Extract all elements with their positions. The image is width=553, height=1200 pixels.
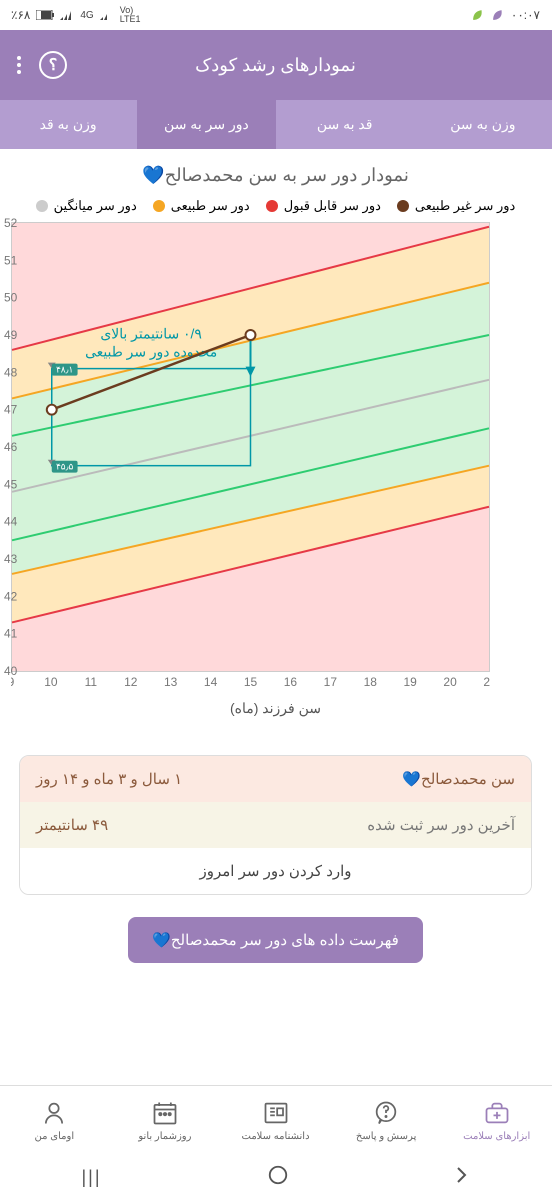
legend-avg: دور سر میانگین (37, 198, 138, 214)
battery-text: ٪۶۸ (12, 8, 31, 22)
leaf-icon (472, 8, 486, 22)
svg-text:21: 21 (484, 675, 491, 689)
status-bar: ٪۶۸ 4G Vo)LTE1 ۰۰:۰۷ (0, 0, 553, 30)
net-4g: 4G (81, 10, 94, 21)
toolbox-icon (484, 1099, 512, 1127)
tab-head-age[interactable]: دور سر به سن (138, 100, 276, 149)
data-list-button[interactable]: فهرست داده های دور سر محمدصالح💙 (129, 917, 424, 963)
tab-weight-age[interactable]: وزن به سن (415, 100, 553, 149)
signal-icon (61, 10, 75, 20)
growth-chart: 40414243444546474849505152۴۸٫۱۴۵٫۵۰/۹ سا… (12, 222, 491, 672)
svg-text:43: 43 (5, 552, 19, 566)
svg-text:20: 20 (444, 675, 458, 689)
recent-button[interactable]: ||| (82, 1167, 102, 1188)
svg-text:46: 46 (5, 440, 19, 454)
nav-profile[interactable]: اومای من (0, 1086, 111, 1155)
svg-text:40: 40 (5, 664, 19, 678)
svg-text:13: 13 (165, 675, 179, 689)
net-lte: LTE1 (121, 14, 142, 24)
tab-height-age[interactable]: قد به سن (277, 100, 415, 149)
leaf-icon (492, 8, 506, 22)
svg-text:52: 52 (5, 216, 19, 230)
svg-text:50: 50 (5, 291, 19, 305)
calendar-icon (152, 1099, 180, 1127)
nav-encyclopedia[interactable]: دانشنامه سلامت (221, 1086, 332, 1155)
page-title: نمودارهای رشد کودک (68, 55, 535, 76)
svg-text:۴۵٫۵: ۴۵٫۵ (57, 462, 74, 472)
legend-normal: دور سر طبیعی (154, 198, 251, 214)
battery-icon (37, 10, 55, 20)
nav-health-tools[interactable]: ابزارهای سلامت (442, 1086, 553, 1155)
svg-text:11: 11 (86, 675, 99, 689)
svg-text:48: 48 (5, 365, 19, 379)
legend-acceptable: دور سر قابل قبول (267, 198, 382, 214)
back-button[interactable] (454, 1164, 470, 1191)
info-card: سن محمدصالح💙 ۱ سال و ۳ ماه و ۱۴ روز آخری… (20, 755, 533, 895)
svg-text:41: 41 (5, 627, 19, 641)
chart-title: نمودار دور سر به سن محمدصالح💙 (0, 149, 553, 198)
help-icon[interactable]: ؟ (40, 51, 68, 79)
nav-qa[interactable]: پرسش و پاسخ (332, 1086, 443, 1155)
news-icon (263, 1099, 291, 1127)
svg-text:44: 44 (5, 515, 19, 529)
home-button[interactable] (268, 1164, 290, 1191)
row-last: آخرین دور سر ثبت شده ۴۹ سانتیمتر (21, 802, 532, 848)
tab-bar: وزن به سن قد به سن دور سر به سن وزن به ق… (0, 100, 553, 149)
svg-text:15: 15 (245, 675, 259, 689)
chat-icon (373, 1099, 401, 1127)
clock-text: ۰۰:۰۷ (512, 8, 541, 22)
tab-weight-height[interactable]: وزن به قد (0, 100, 138, 149)
svg-text:17: 17 (325, 675, 339, 689)
system-nav: ||| (0, 1155, 553, 1200)
row-age: سن محمدصالح💙 ۱ سال و ۳ ماه و ۱۴ روز (21, 756, 532, 802)
svg-text:49: 49 (5, 328, 19, 342)
svg-text:51: 51 (5, 253, 19, 267)
svg-text:10: 10 (45, 675, 59, 689)
app-header: ؟ نمودارهای رشد کودک (0, 30, 553, 100)
svg-text:18: 18 (365, 675, 379, 689)
row-enter-today[interactable]: وارد کردن دور سر امروز (21, 848, 532, 894)
menu-dots-icon[interactable] (18, 56, 22, 74)
signal2-icon (101, 10, 115, 20)
svg-text:۴۸٫۱: ۴۸٫۱ (57, 365, 74, 375)
svg-text:محدوده دور سر طبیعی: محدوده دور سر طبیعی (86, 344, 218, 361)
svg-text:42: 42 (5, 589, 19, 603)
bottom-nav: ابزارهای سلامت پرسش و پاسخ دانشنامه سلام… (0, 1085, 553, 1155)
svg-text:16: 16 (285, 675, 299, 689)
svg-text:۰/۹ سانتیمتر بالای: ۰/۹ سانتیمتر بالای (101, 326, 202, 343)
svg-text:47: 47 (5, 403, 19, 417)
chart-legend: دور سر غیر طبیعی دور سر قابل قبول دور سر… (0, 198, 553, 222)
svg-text:14: 14 (205, 675, 219, 689)
profile-icon (41, 1099, 69, 1127)
legend-abnormal: دور سر غیر طبیعی (398, 198, 516, 214)
nav-calendar[interactable]: روزشمار بانو (111, 1086, 222, 1155)
svg-text:12: 12 (125, 675, 139, 689)
svg-text:45: 45 (5, 477, 19, 491)
svg-text:19: 19 (404, 675, 418, 689)
x-axis-label: سن فرزند (ماه) (12, 692, 541, 725)
